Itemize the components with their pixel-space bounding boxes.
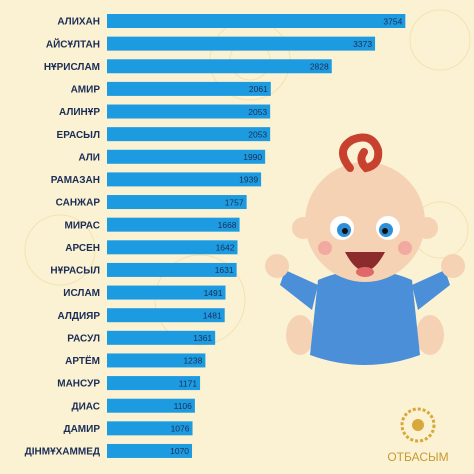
category-label: НҰРАСЫЛ — [50, 266, 100, 277]
value-label: 1631 — [215, 265, 234, 275]
value-label: 3373 — [353, 39, 372, 49]
bar — [107, 14, 406, 28]
value-label: 1106 — [174, 401, 193, 411]
value-label: 1939 — [239, 175, 258, 185]
bar — [107, 127, 271, 142]
category-label: АЛИХАН — [57, 17, 100, 28]
value-label: 1990 — [243, 152, 262, 162]
baby-illustration — [265, 133, 465, 365]
value-label: 1238 — [183, 356, 202, 366]
value-label: 1076 — [171, 424, 190, 434]
category-label: АРСЕН — [65, 243, 100, 254]
bar — [107, 398, 195, 413]
value-label: 1642 — [216, 243, 235, 253]
bar — [107, 353, 206, 368]
bar — [107, 81, 271, 96]
value-label: 1361 — [193, 333, 212, 343]
bar — [107, 172, 262, 187]
value-label: 1491 — [204, 288, 223, 298]
category-label: ДАМИР — [63, 424, 100, 435]
value-label: 2061 — [249, 84, 268, 94]
value-label: 2828 — [310, 62, 329, 72]
logo: ОТБАСЫМ — [387, 407, 449, 464]
value-label: 1668 — [218, 220, 237, 230]
bar — [107, 195, 247, 210]
category-label: АМИР — [71, 85, 101, 96]
bar — [107, 285, 226, 300]
bar — [107, 376, 201, 391]
category-label: АЛДИЯР — [57, 311, 100, 322]
category-label: РАМАЗАН — [51, 175, 100, 186]
bar — [107, 104, 271, 119]
value-label: 1171 — [179, 378, 198, 388]
bar — [107, 217, 240, 232]
value-label: 3754 — [383, 16, 402, 26]
category-label: ЕРАСЫЛ — [57, 130, 100, 141]
category-label: ИСЛАМ — [63, 288, 100, 299]
category-label: МАНСУР — [57, 379, 100, 390]
category-label: АРТЁМ — [65, 354, 100, 367]
bar — [107, 330, 216, 345]
bar — [107, 36, 376, 51]
category-label: МИРАС — [64, 220, 100, 231]
bar — [107, 149, 266, 164]
bar — [107, 308, 225, 323]
category-label: САНЖАР — [56, 198, 101, 209]
value-label: 1481 — [203, 310, 222, 320]
bar — [107, 262, 237, 277]
value-label: 2053 — [248, 129, 267, 139]
category-label: РАСУЛ — [67, 333, 100, 344]
value-label: 1757 — [225, 197, 244, 207]
category-label: АЛИ — [78, 152, 100, 163]
bar — [107, 240, 238, 255]
value-label: 2053 — [248, 107, 267, 117]
category-label: ДІНМҰХАММЕД — [25, 447, 100, 458]
bar — [107, 443, 193, 458]
category-label: АЙСҰЛТАН — [46, 37, 100, 50]
category-label: АЛИНҰР — [59, 107, 100, 118]
value-label: 1070 — [170, 446, 189, 456]
category-label: НҰРИСЛАМ — [44, 62, 100, 73]
category-label: ДИАС — [71, 401, 100, 412]
logo-text: ОТБАСЫМ — [387, 450, 448, 464]
bar — [107, 59, 332, 74]
bar — [107, 421, 193, 436]
